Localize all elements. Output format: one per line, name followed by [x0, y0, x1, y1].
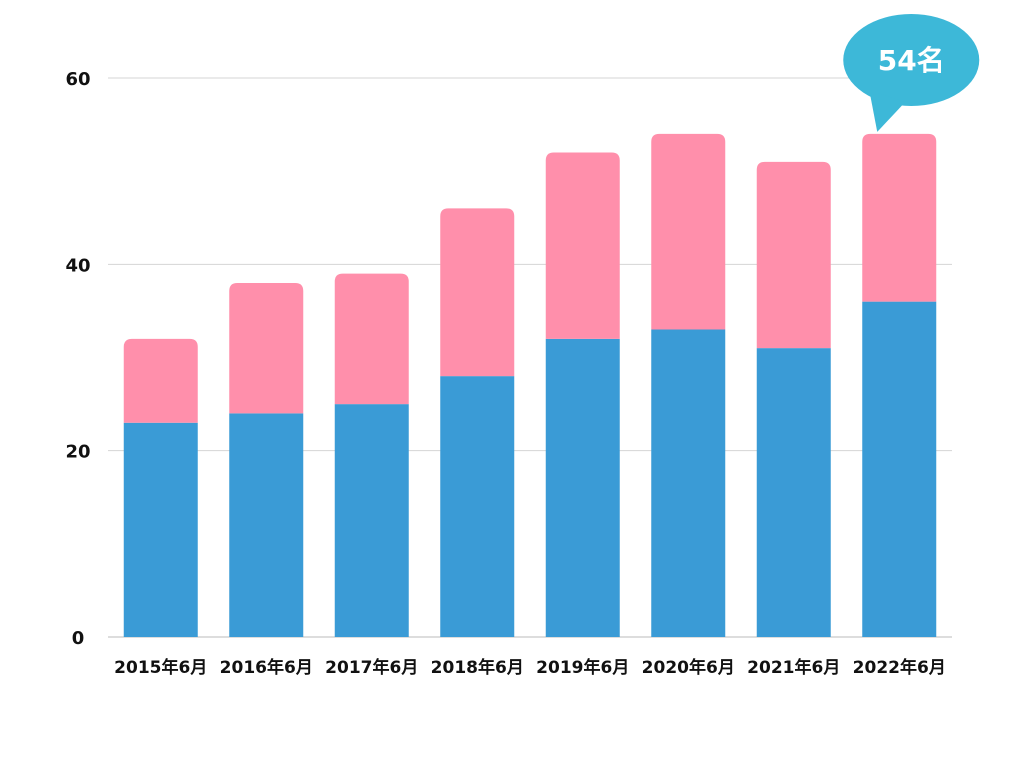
- bar-segment-2-6: [651, 133, 726, 330]
- bar-segment-2-1: [123, 338, 198, 423]
- callout-label: 54名: [878, 44, 945, 77]
- x-tick-label: 2016年6月: [220, 657, 313, 678]
- bar-segment-1-1: [123, 422, 198, 637]
- bar-segment-1-4: [440, 376, 515, 637]
- bar-segment-2-7: [756, 161, 831, 349]
- callout-bubble: [843, 14, 980, 106]
- y-tick-label: 40: [65, 255, 90, 276]
- bar-segment-2-4: [440, 208, 515, 377]
- bar-segment-1-7: [756, 348, 831, 637]
- bar-segment-2-2: [229, 282, 304, 414]
- bar-segment-2-8: [862, 133, 937, 302]
- y-tick-label: 20: [65, 442, 90, 463]
- bar-segment-2-3: [334, 273, 409, 405]
- y-axis-ticks: 0 20 40 60: [65, 69, 90, 649]
- bars: [123, 133, 937, 637]
- y-tick-label: 0: [72, 628, 85, 649]
- x-tick-label: 2017年6月: [325, 657, 418, 678]
- x-tick-label: 2019年6月: [536, 657, 629, 678]
- y-tick-label: 60: [65, 69, 90, 90]
- x-axis-labels: 2015年6月 2016年6月 2017年6月 2018年6月 2019年6月 2020年…: [114, 657, 946, 678]
- x-tick-label: 2022年6月: [853, 657, 946, 678]
- x-tick-label: 2020年6月: [642, 657, 735, 678]
- bar-segment-1-3: [334, 404, 409, 637]
- bar-segment-2-5: [545, 152, 620, 339]
- x-tick-label: 2018年6月: [431, 657, 524, 678]
- bar-segment-1-8: [862, 301, 937, 637]
- x-tick-label: 2021年6月: [747, 657, 840, 678]
- callout-pointer: [869, 90, 906, 132]
- bar-segment-1-6: [651, 329, 726, 637]
- bar-segment-1-5: [545, 338, 620, 637]
- x-tick-label: 2015年6月: [114, 657, 207, 678]
- callout: 54名: [843, 14, 980, 132]
- bar-segment-1-2: [229, 413, 304, 637]
